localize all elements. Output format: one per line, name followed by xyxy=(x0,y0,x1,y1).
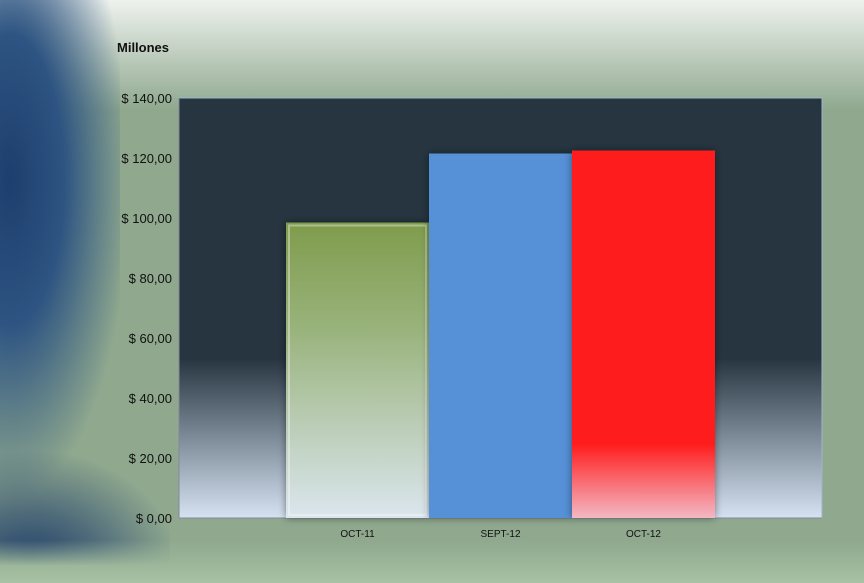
y-tick-label: $ 0,00 xyxy=(136,511,172,526)
background-glow-top xyxy=(0,0,864,110)
background-glow-bottom xyxy=(0,540,864,583)
x-tick-label: SEPT-12 xyxy=(480,529,520,540)
y-tick-label: $ 60,00 xyxy=(129,331,172,346)
bar-sept-12 xyxy=(429,153,572,518)
x-tick-label: OCT-12 xyxy=(626,529,661,540)
bar-oct-12 xyxy=(572,150,715,518)
y-tick-label: $ 140,00 xyxy=(121,91,172,106)
bar-bevel xyxy=(288,224,427,516)
y-tick-label: $ 40,00 xyxy=(129,391,172,406)
x-tick-label: OCT-11 xyxy=(340,529,375,540)
y-tick-label: $ 20,00 xyxy=(129,451,172,466)
y-tick-label: $ 120,00 xyxy=(121,151,172,166)
bars-group xyxy=(286,150,715,518)
bar-oct-11 xyxy=(286,222,429,518)
y-tick-labels: $ 0,00 $ 20,00 $ 40,00 $ 60,00 $ 80,00 $ 100,… xyxy=(121,91,172,526)
y-axis-title: Millones xyxy=(117,40,169,55)
y-tick-label: $ 80,00 xyxy=(129,271,172,286)
x-tick-labels: OCT-11 SEPT-12 OCT-12 xyxy=(340,529,661,540)
y-tick-label: $ 100,00 xyxy=(121,211,172,226)
